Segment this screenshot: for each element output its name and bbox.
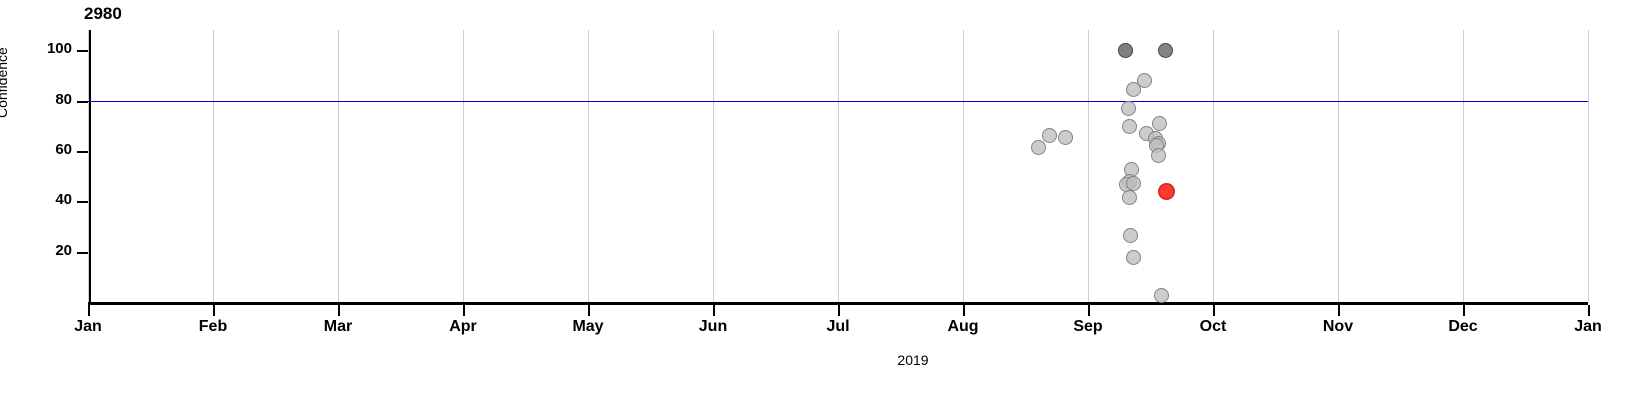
x-tick-label-mar-2: Mar [323, 318, 353, 335]
data-point [1125, 176, 1141, 192]
x-tick-label-aug-7: Aug [947, 318, 979, 335]
y-tick-label-100: 100 [46, 40, 72, 58]
data-point [1030, 139, 1046, 155]
y-axis-line [88, 30, 91, 305]
x-tick-label-jul-6: Jul [826, 318, 850, 335]
x-tick-label-jun-5: Jun [698, 318, 728, 335]
x-tick-label-jan-0: Jan [74, 318, 102, 335]
x-tick-label-dec-11: Dec [1448, 318, 1478, 335]
x-tick-11 [1463, 305, 1465, 316]
y-tick-label-60: 60 [55, 140, 72, 158]
gridline-nov-10 [1338, 30, 1339, 302]
x-tick-label-nov-10: Nov [1322, 318, 1354, 335]
x-tick-10 [1338, 305, 1340, 316]
x-tick-3 [463, 305, 465, 316]
x-tick-9 [1213, 305, 1215, 316]
x-tick-8 [1088, 305, 1090, 316]
data-point [1151, 115, 1167, 131]
data-point-highlighted [1158, 182, 1176, 200]
gridline-mar-2 [338, 30, 339, 302]
y-tick-40 [77, 201, 88, 203]
y-tick-100 [77, 50, 88, 52]
x-tick-0 [88, 305, 90, 316]
data-point [1158, 42, 1173, 58]
gridline-may-4 [588, 30, 589, 302]
y-tick-label-40: 40 [55, 191, 72, 209]
x-tick-label-oct-9: Oct [1199, 318, 1227, 335]
data-point [1125, 250, 1141, 266]
x-tick-7 [963, 305, 965, 316]
gridline-apr-3 [463, 30, 464, 302]
x-tick-label-apr-3: Apr [449, 318, 477, 335]
gridline-jul-6 [838, 30, 839, 302]
data-point [1125, 81, 1141, 97]
y-tick-80 [77, 101, 88, 103]
x-tick-4 [588, 305, 590, 316]
gridline-jun-5 [713, 30, 714, 302]
y-axis-title: Confidence [0, 47, 10, 118]
data-point [1121, 189, 1137, 205]
y-tick-20 [77, 252, 88, 254]
y-tick-label-80: 80 [55, 90, 72, 108]
x-axis-title: 2019 [897, 352, 929, 368]
data-point [1154, 288, 1170, 304]
gridline-sep-8 [1088, 30, 1089, 302]
gridline-feb-1 [213, 30, 214, 302]
data-point [1123, 227, 1138, 243]
x-tick-label-jan-12: Jan [1574, 318, 1602, 335]
data-point [1136, 72, 1152, 88]
gridline-aug-7 [963, 30, 964, 302]
gridline-jan-12 [1588, 30, 1589, 302]
gridline-jan-0 [88, 30, 89, 302]
x-axis-line [88, 302, 1588, 305]
data-point [1121, 119, 1137, 135]
x-tick-5 [713, 305, 715, 316]
data-point [1041, 128, 1057, 144]
chart-title: 2980 [84, 4, 122, 23]
gridline-dec-11 [1463, 30, 1464, 302]
x-tick-1 [213, 305, 215, 316]
data-point [1058, 129, 1073, 145]
x-tick-6 [838, 305, 840, 316]
data-point [1120, 100, 1136, 116]
gridline-oct-9 [1213, 30, 1214, 302]
data-point [1150, 148, 1166, 164]
y-tick-label-20: 20 [55, 241, 72, 259]
reference-line-80 [88, 101, 1588, 102]
x-tick-2 [338, 305, 340, 316]
data-point [1118, 42, 1133, 58]
x-tick-label-may-4: May [572, 318, 604, 335]
x-tick-label-feb-1: Feb [198, 318, 228, 335]
x-tick-12 [1588, 305, 1590, 316]
x-tick-label-sep-8: Sep [1073, 318, 1103, 335]
y-tick-60 [77, 151, 88, 153]
